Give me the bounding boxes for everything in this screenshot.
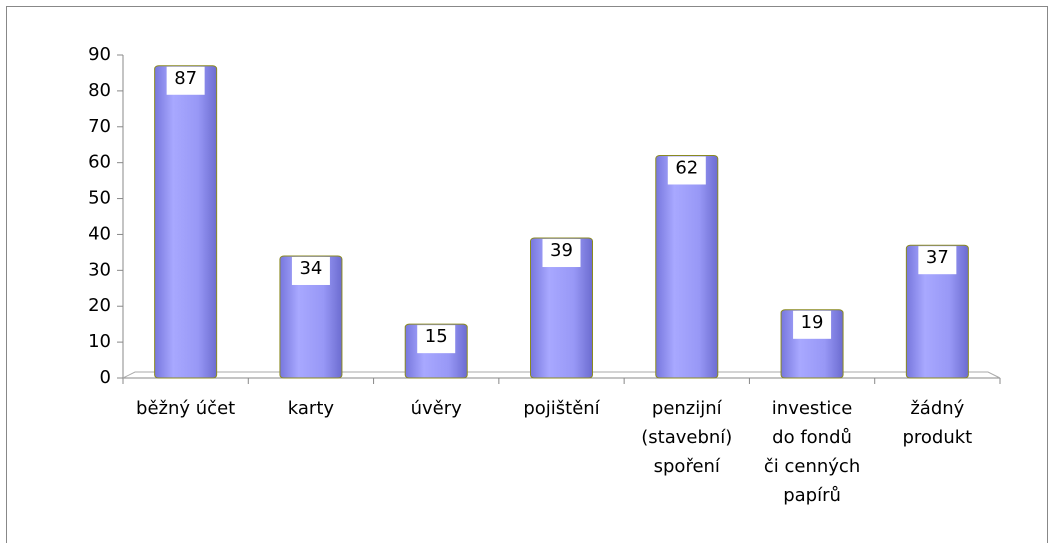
- x-tick-label: běžný účet: [136, 398, 236, 419]
- x-tick-label: penzijní (stavební) spoření: [641, 398, 733, 477]
- value-label: 37: [926, 247, 949, 268]
- x-tick-label: úvěry: [410, 398, 462, 419]
- value-label: 19: [801, 312, 824, 333]
- y-tick-label: 50: [88, 188, 111, 209]
- y-tick-label: 70: [88, 116, 111, 137]
- x-tick-label: žádný produkt: [902, 398, 973, 448]
- bar: [655, 154, 719, 379]
- value-label: 39: [550, 240, 573, 261]
- value-label-box: [918, 246, 957, 275]
- y-tick-label: 40: [88, 223, 111, 244]
- value-label-box: [166, 66, 205, 95]
- bar: [905, 244, 969, 379]
- x-tick-label: karty: [287, 398, 335, 419]
- x-tick-label: investice do fondů či cenných papírů: [763, 398, 861, 506]
- value-label-box: [542, 239, 581, 268]
- bar: [530, 237, 593, 379]
- value-label-box: [793, 310, 832, 339]
- value-label: 15: [425, 326, 448, 347]
- value-label: 62: [675, 157, 698, 178]
- chart-frame: [6, 6, 1048, 543]
- value-label-box: [417, 325, 456, 354]
- value-label: 34: [299, 258, 322, 279]
- y-tick-label: 0: [100, 367, 111, 388]
- y-tick-label: 90: [88, 44, 111, 65]
- bar: [279, 255, 343, 379]
- value-label-box: [291, 256, 330, 285]
- y-tick-label: 80: [88, 80, 111, 101]
- value-label: 87: [174, 68, 197, 89]
- bar: [154, 65, 218, 379]
- value-label-box: [667, 156, 706, 185]
- y-tick-label: 10: [88, 331, 111, 352]
- y-tick-label: 20: [88, 295, 111, 316]
- y-tick-label: 60: [88, 152, 111, 173]
- y-tick-label: 30: [88, 259, 111, 280]
- x-tick-label: pojištění: [523, 398, 600, 419]
